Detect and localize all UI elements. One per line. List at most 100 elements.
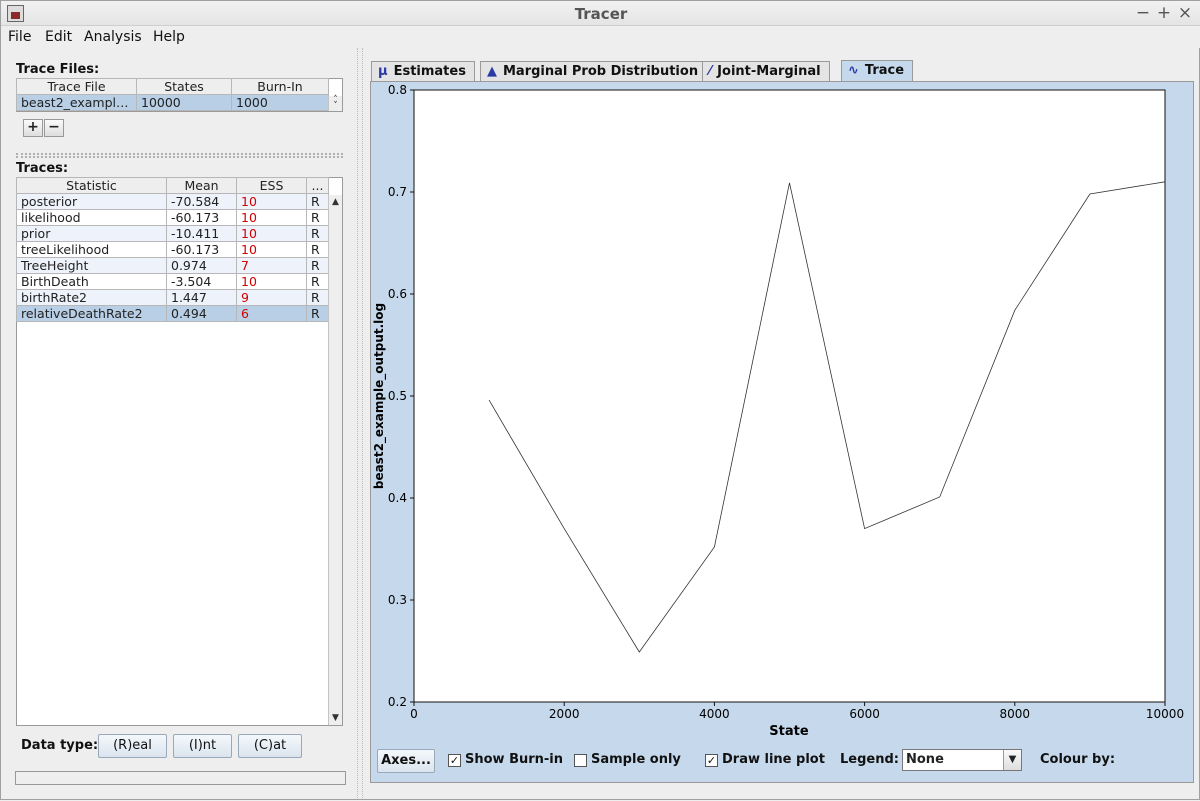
tab-label: Estimates: [393, 64, 466, 79]
col-states[interactable]: States: [136, 78, 232, 95]
trace-statistic[interactable]: BirthDeath: [16, 273, 167, 290]
trace-mean[interactable]: -10.411: [166, 225, 237, 242]
table-row[interactable]: likelihood -60.173 10 R: [16, 209, 329, 226]
table-row[interactable]: birthRate2 1.447 9 R: [16, 289, 329, 306]
y-tick-label: 0.2: [388, 695, 407, 709]
scroll-down-icon[interactable]: ˅: [333, 101, 338, 111]
trace-file-states[interactable]: 10000: [136, 94, 232, 111]
trace-type[interactable]: R: [306, 257, 329, 274]
remove-file-button[interactable]: −: [44, 119, 64, 137]
trace-mean[interactable]: -3.504: [166, 273, 237, 290]
trace-mean[interactable]: -60.173: [166, 209, 237, 226]
app-icon: [7, 5, 24, 22]
chevron-down-icon[interactable]: ▼: [1003, 750, 1021, 770]
trace-type[interactable]: R: [306, 209, 329, 226]
scroll-up-icon[interactable]: ˄: [333, 95, 338, 105]
x-tick-label: 0: [410, 707, 418, 721]
int-type-button[interactable]: (I)nt: [173, 734, 232, 758]
show-burnin-checkbox[interactable]: ✓: [448, 754, 461, 767]
table-row[interactable]: relativeDeathRate2 0.494 6 R: [16, 305, 329, 322]
tab-marginal-prob[interactable]: ▲ Marginal Prob Distribution: [480, 61, 708, 81]
minimize-icon[interactable]: −: [1135, 3, 1151, 23]
trace-ess[interactable]: 7: [236, 257, 307, 274]
menu-help[interactable]: Help: [153, 29, 185, 45]
trace-statistic[interactable]: TreeHeight: [16, 257, 167, 274]
y-axis-label: beast2_example_output.log: [372, 303, 387, 489]
legend-select[interactable]: None ▼: [902, 749, 1022, 771]
axes-button[interactable]: Axes...: [377, 749, 435, 773]
trace-type[interactable]: R: [306, 273, 329, 290]
trace-plot[interactable]: 0 2000 4000 6000 8000 10000 0.2 0.3 0.4 0.5 0.6 0.…: [371, 82, 1195, 782]
trace-type[interactable]: R: [306, 289, 329, 306]
trace-type[interactable]: R: [306, 225, 329, 242]
table-row[interactable]: BirthDeath -3.504 10 R: [16, 273, 329, 290]
trace-ess[interactable]: 9: [236, 289, 307, 306]
trace-mean[interactable]: 1.447: [166, 289, 237, 306]
col-ess[interactable]: ESS: [236, 177, 307, 194]
show-burnin-label: Show Burn-in: [465, 752, 564, 767]
trace-files-scrollbar[interactable]: ˄ ˅: [328, 95, 342, 111]
trace-tab-panel: 0 2000 4000 6000 8000 10000 0.2 0.3 0.4 0.5 0.6 0.…: [370, 81, 1194, 783]
data-type-label: Data type:: [21, 738, 99, 753]
trace-mean[interactable]: 0.974: [166, 257, 237, 274]
trace-type[interactable]: R: [306, 241, 329, 258]
trace-mean[interactable]: -60.173: [166, 241, 237, 258]
table-row[interactable]: prior -10.411 10 R: [16, 225, 329, 242]
trace-statistic[interactable]: likelihood: [16, 209, 167, 226]
window-title: Tracer: [574, 5, 628, 23]
tab-estimates[interactable]: μ Estimates: [371, 61, 475, 81]
maximize-icon[interactable]: +: [1156, 3, 1172, 23]
trace-file-burnin[interactable]: 1000: [231, 94, 329, 111]
trace-ess[interactable]: 10: [236, 209, 307, 226]
real-type-button[interactable]: (R)eal: [98, 734, 167, 758]
scroll-down-icon[interactable]: ▼: [332, 713, 339, 723]
cat-type-button[interactable]: (C)at: [238, 734, 302, 758]
trace-mean[interactable]: -70.584: [166, 193, 237, 210]
col-burn-in[interactable]: Burn-In: [231, 78, 329, 95]
trace-ess[interactable]: 10: [236, 193, 307, 210]
right-panel: μ Estimates ▲ Marginal Prob Distribution ⁄…: [363, 48, 1200, 801]
trace-ess[interactable]: 10: [236, 273, 307, 290]
tab-trace[interactable]: ∿ Trace: [841, 60, 914, 82]
y-tick-label: 0.5: [388, 389, 407, 403]
trace-ess[interactable]: 6: [236, 305, 307, 322]
menu-file[interactable]: File: [8, 29, 32, 45]
table-row[interactable]: beast2_example... 10000 1000: [16, 94, 329, 111]
trace-mean[interactable]: 0.494: [166, 305, 237, 322]
menu-edit[interactable]: Edit: [45, 29, 73, 45]
scatter-icon: ⁄: [709, 64, 712, 79]
trace-statistic[interactable]: posterior: [16, 193, 167, 210]
traces-scrollbar[interactable]: ▲ ▼: [328, 195, 342, 725]
split-pane-divider[interactable]: [357, 48, 363, 798]
trace-statistic[interactable]: birthRate2: [16, 289, 167, 306]
col-trace-file[interactable]: Trace File: [16, 78, 137, 95]
trace-ess[interactable]: 10: [236, 225, 307, 242]
distribution-icon: ▲: [487, 64, 497, 79]
trace-statistic[interactable]: prior: [16, 225, 167, 242]
legend-value: None: [906, 752, 944, 767]
panel-divider[interactable]: [16, 153, 343, 158]
add-file-button[interactable]: +: [23, 119, 43, 137]
trace-type[interactable]: R: [306, 193, 329, 210]
sample-only-checkbox[interactable]: [574, 754, 587, 767]
y-tick-label: 0.7: [388, 185, 407, 199]
tab-joint-marginal[interactable]: ⁄ Joint-Marginal: [702, 61, 830, 81]
table-row[interactable]: TreeHeight 0.974 7 R: [16, 257, 329, 274]
menu-analysis[interactable]: Analysis: [84, 29, 142, 45]
trace-file-name[interactable]: beast2_example...: [16, 94, 137, 111]
draw-line-checkbox[interactable]: ✓: [705, 754, 718, 767]
col-statistic[interactable]: Statistic: [16, 177, 167, 194]
x-axis-label: State: [769, 724, 809, 739]
col-mean[interactable]: Mean: [166, 177, 237, 194]
trace-statistic[interactable]: relativeDeathRate2: [16, 305, 167, 322]
col-type[interactable]: ...: [306, 177, 329, 194]
trace-ess[interactable]: 10: [236, 241, 307, 258]
trace-statistic[interactable]: treeLikelihood: [16, 241, 167, 258]
table-row[interactable]: posterior -70.584 10 R: [16, 193, 329, 210]
scroll-up-icon[interactable]: ▲: [332, 197, 339, 207]
close-icon[interactable]: ×: [1177, 3, 1193, 23]
table-row[interactable]: treeLikelihood -60.173 10 R: [16, 241, 329, 258]
trace-type[interactable]: R: [306, 305, 329, 322]
trace-files-table: Trace File States Burn-In beast2_example…: [16, 78, 329, 111]
y-tick-label: 0.6: [388, 287, 407, 301]
